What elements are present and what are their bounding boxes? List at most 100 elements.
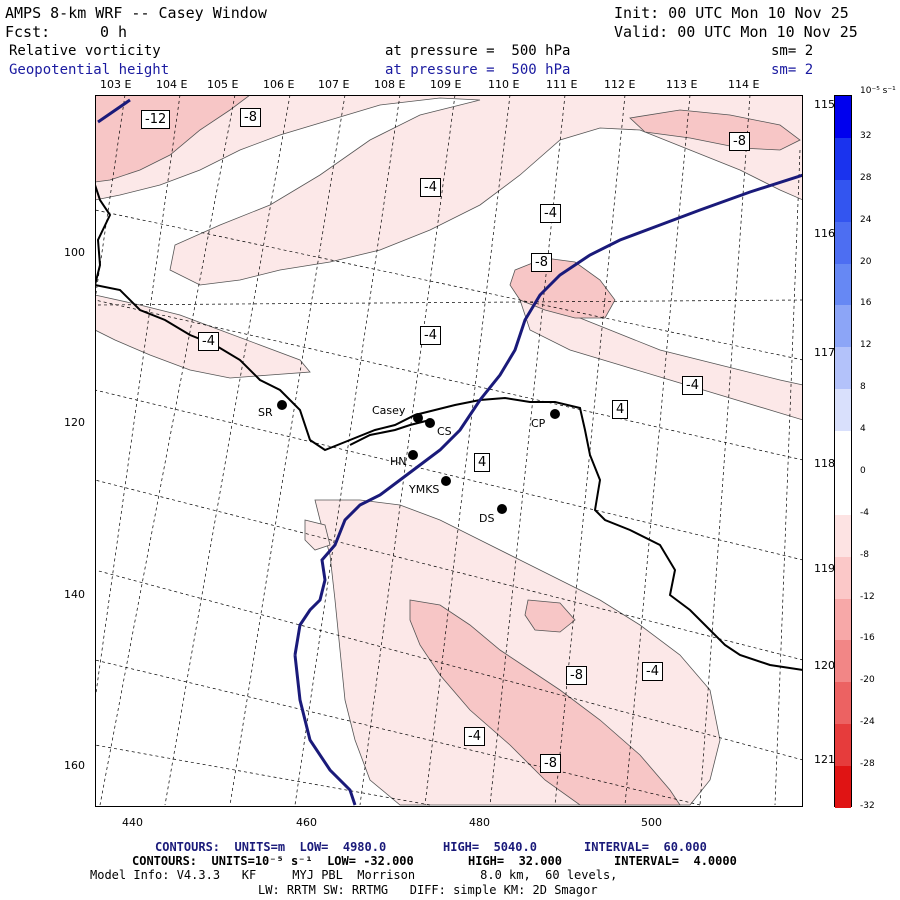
colorbar-label: -12	[860, 591, 875, 602]
lon-label: 108 E	[374, 78, 406, 91]
colorbar-segment	[835, 389, 851, 432]
colorbar-label: -28	[860, 759, 875, 770]
footer-height-interval: INTERVAL= 60.000	[584, 840, 707, 854]
footer-vort-interval: INTERVAL= 4.0000	[614, 854, 737, 868]
colorbar-segment	[835, 431, 851, 474]
colorbar-segment	[835, 598, 851, 641]
station-label-cp: CP	[531, 417, 546, 430]
contour-label: -8	[540, 754, 561, 773]
station-dot-casey	[413, 413, 423, 423]
contour-label: -4	[464, 727, 485, 746]
lon-label: 113 E	[666, 78, 698, 91]
colorbar-segment	[835, 640, 851, 683]
colorbar-segment	[835, 221, 851, 265]
lon-label: 114 E	[728, 78, 760, 91]
contour-label: -8	[531, 253, 552, 272]
lon-label: 104 E	[156, 78, 188, 91]
colorbar	[834, 95, 852, 809]
station-label-ymks: YMKS	[409, 483, 440, 496]
colorbar-label: 0	[860, 465, 866, 476]
field1-smoothing: sm= 2	[771, 43, 814, 59]
height-contour	[97, 98, 803, 806]
map-frame	[95, 95, 803, 807]
valid-time: Valid: 00 UTC Mon 10 Nov 25	[614, 23, 858, 41]
contour-label: -8	[240, 108, 261, 127]
lon-label: 109 E	[430, 78, 462, 91]
colorbar-segment	[835, 305, 851, 348]
field2-level: at pressure = 500 hPa	[385, 62, 571, 78]
x-tick-label: 460	[296, 816, 317, 829]
contour-label: -4	[420, 326, 441, 345]
colorbar-label: 12	[860, 340, 872, 351]
colorbar-label: 4	[860, 424, 866, 435]
init-time: Init: 00 UTC Mon 10 Nov 25	[614, 4, 849, 22]
y-tick-label: 160	[64, 759, 85, 772]
y-tick-label: 100	[64, 246, 85, 259]
lon-label: 112 E	[604, 78, 636, 91]
y-tick-label: 120	[64, 416, 85, 429]
field1-name: Relative vorticity	[9, 43, 161, 59]
colorbar-label: -4	[860, 507, 869, 518]
shade-bottom-band	[314, 499, 721, 806]
contour-label: 4	[612, 400, 629, 419]
shade-right-mid	[519, 299, 803, 421]
shade-topright-strong	[629, 109, 801, 151]
lat-lon-grid	[95, 95, 803, 806]
colorbar-label: 8	[860, 382, 866, 393]
x-tick-label: 440	[122, 816, 143, 829]
footer-height-high: HIGH= 5040.0	[443, 840, 537, 854]
colorbar-segment	[835, 724, 851, 767]
lon-label: 103 E	[100, 78, 132, 91]
contour-label: -4	[420, 178, 441, 197]
station-dot-cp	[550, 409, 560, 419]
shade-topleft-strong	[95, 95, 251, 183]
forecast-label: Fcst:	[5, 23, 51, 41]
contour-label: -4	[198, 332, 219, 351]
colorbar-segment	[835, 556, 851, 600]
y-tick-label: 140	[64, 588, 85, 601]
station-dot-ds	[497, 504, 507, 514]
shade-bottom-strong	[409, 599, 681, 806]
colorbar-label: -20	[860, 675, 875, 686]
station-dot-sr	[277, 400, 287, 410]
station-markers	[277, 400, 560, 514]
app-title: AMPS 8-km WRF -- Casey Window	[5, 4, 267, 22]
colorbar-segment	[835, 682, 851, 725]
colorbar-label: -16	[860, 633, 875, 644]
shade-left-small	[304, 519, 331, 551]
field2-name: Geopotential height	[9, 62, 170, 78]
vorticity-shading-mid	[95, 95, 801, 806]
colorbar-segment	[835, 766, 851, 809]
contour-label: -4	[540, 204, 561, 223]
lon-label: 107 E	[318, 78, 350, 91]
colorbar-label: 16	[860, 298, 872, 309]
station-dot-ymks	[441, 476, 451, 486]
lon-label: 106 E	[263, 78, 295, 91]
lon-label: 110 E	[488, 78, 520, 91]
station-label-cs: CS	[437, 425, 452, 438]
contour-label: -8	[566, 666, 587, 685]
shade-top-band	[95, 95, 803, 286]
lon-label: 111 E	[546, 78, 578, 91]
x-tick-label: 480	[469, 816, 490, 829]
colorbar-label: 24	[860, 214, 872, 225]
station-dot-cs	[425, 418, 435, 428]
station-dot-hn	[408, 450, 418, 460]
field1-level: at pressure = 500 hPa	[385, 43, 571, 59]
contour-label: -12	[141, 110, 171, 129]
footer-vort-contours: CONTOURS: UNITS=10⁻⁵ s⁻¹ LOW= -32.000	[132, 854, 414, 868]
contour-label: 4	[474, 453, 491, 472]
colorbar-label: 28	[860, 172, 872, 183]
lon-label: 105 E	[207, 78, 239, 91]
colorbar-segment	[835, 137, 851, 181]
shade-bottom-small	[524, 599, 576, 633]
colorbar-segment	[835, 263, 851, 306]
x-tick-label: 500	[641, 816, 662, 829]
colorbar-unit: 10⁻⁵ s⁻¹	[860, 86, 896, 96]
station-label-hn: HN	[390, 455, 407, 468]
footer-model-info: Model Info: V4.3.3 KF MYJ PBL Morrison 8…	[90, 868, 618, 882]
colorbar-label: -24	[860, 717, 875, 728]
coastline	[95, 184, 803, 671]
field2-smoothing: sm= 2	[771, 62, 814, 78]
